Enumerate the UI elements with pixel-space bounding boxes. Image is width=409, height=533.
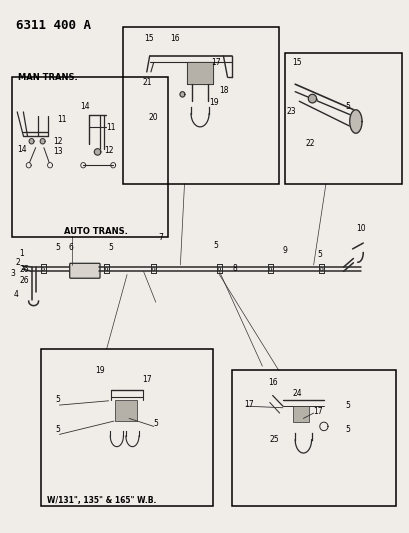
Text: 18: 18 [219,86,228,95]
Text: 13: 13 [53,148,63,156]
Text: 11: 11 [57,116,67,124]
Text: 5: 5 [153,419,158,428]
Text: W/131", 135" & 165" W.B.: W/131", 135" & 165" W.B. [47,496,156,505]
Text: 21: 21 [142,78,151,87]
Polygon shape [180,92,184,97]
Text: 14: 14 [80,102,89,111]
Text: 25: 25 [269,435,279,444]
Text: 19: 19 [209,98,218,107]
Text: 26: 26 [19,277,29,285]
Text: 5: 5 [317,251,322,259]
Text: 22: 22 [305,140,314,148]
Text: 5: 5 [345,425,350,433]
Text: 17: 17 [142,375,151,384]
Text: 9: 9 [282,246,287,255]
Bar [231,370,395,506]
Text: 11: 11 [106,124,116,132]
Text: 6311 400 A: 6311 400 A [16,19,91,31]
Text: 14: 14 [17,145,27,154]
FancyBboxPatch shape [70,263,100,278]
Text: 23: 23 [286,108,296,116]
Text: 15: 15 [144,34,153,43]
Text: 6: 6 [69,243,74,252]
Bar [123,27,278,184]
Text: 4: 4 [13,290,18,298]
Polygon shape [94,149,101,155]
Bar [292,406,308,422]
Text: 1: 1 [20,249,25,257]
Bar [115,400,137,421]
Text: 26: 26 [19,265,29,274]
Text: 19: 19 [95,366,105,375]
Text: 5: 5 [108,244,113,252]
Text: 5: 5 [344,102,349,111]
Text: 16: 16 [268,378,277,387]
Text: 8: 8 [232,264,237,272]
Text: 17: 17 [313,407,322,416]
Text: AUTO TRANS.: AUTO TRANS. [63,227,127,236]
Text: 15: 15 [292,59,301,67]
Bar [186,62,213,84]
Text: 20: 20 [148,113,157,122]
Text: 5: 5 [345,401,350,409]
Polygon shape [349,110,361,133]
Text: 2: 2 [16,259,20,267]
Bar [284,53,401,184]
Text: 7: 7 [158,233,163,241]
Text: 5: 5 [55,425,60,433]
Text: 12: 12 [104,147,114,155]
Text: MAN TRANS.: MAN TRANS. [18,72,78,82]
Text: 17: 17 [211,58,220,67]
Bar [12,77,168,237]
Polygon shape [29,139,34,144]
Text: 5: 5 [55,244,60,252]
Text: 17: 17 [243,400,253,408]
Text: 10: 10 [356,224,365,232]
Bar [41,349,213,506]
Text: 24: 24 [292,389,301,398]
Text: 5: 5 [55,395,60,404]
Text: 16: 16 [170,34,179,43]
Text: 3: 3 [10,270,15,278]
Text: 5: 5 [213,241,218,249]
Polygon shape [308,94,316,103]
Text: 12: 12 [53,137,63,146]
Polygon shape [40,139,45,144]
